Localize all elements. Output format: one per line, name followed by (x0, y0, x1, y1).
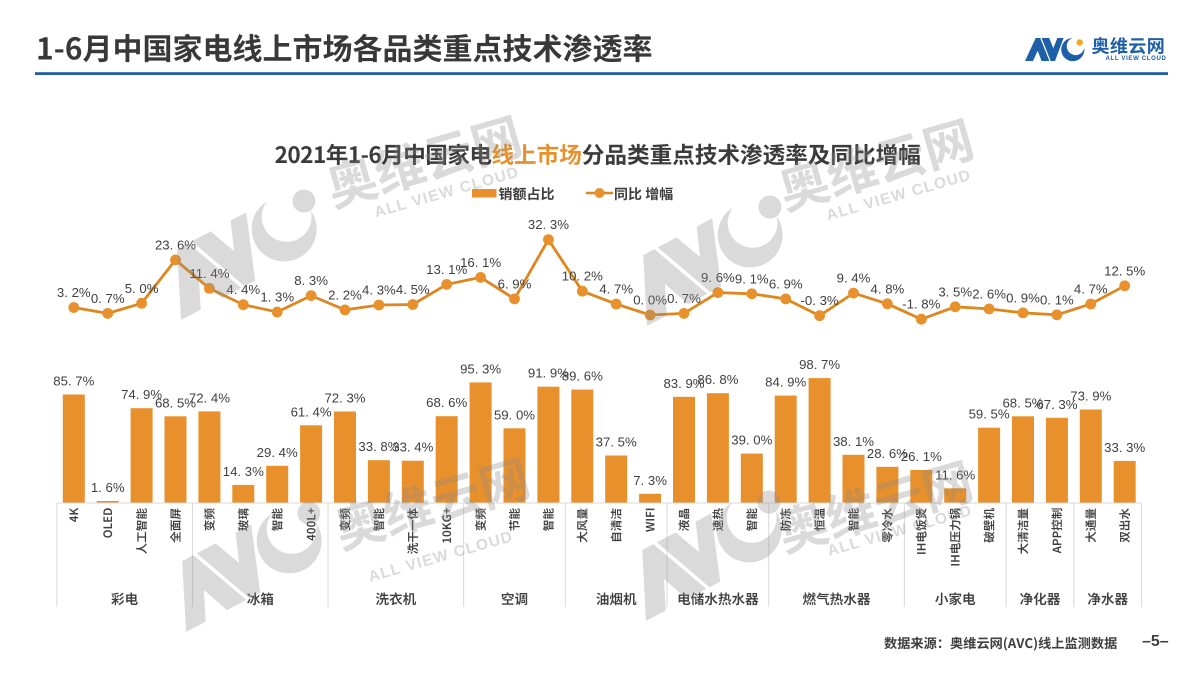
svg-text:0. 9%: 0. 9% (1006, 290, 1040, 305)
svg-text:29. 4%: 29. 4% (257, 445, 298, 460)
svg-text:10. 2%: 10. 2% (562, 269, 603, 284)
svg-text:68. 5%: 68. 5% (1002, 395, 1043, 410)
svg-text:98. 7%: 98. 7% (799, 357, 840, 372)
svg-text:33. 3%: 33. 3% (1104, 440, 1145, 455)
svg-text:83. 9%: 83. 9% (663, 376, 704, 391)
svg-text:3. 5%: 3. 5% (938, 284, 972, 299)
svg-text:59. 0%: 59. 0% (494, 407, 535, 422)
svg-text:-1. 8%: -1. 8% (902, 297, 940, 312)
svg-text:5. 0%: 5. 0% (125, 281, 159, 296)
svg-text:7. 3%: 7. 3% (633, 473, 667, 488)
svg-text:68. 5%: 68. 5% (155, 395, 196, 410)
svg-text:9. 4%: 9. 4% (837, 271, 871, 286)
svg-text:37. 5%: 37. 5% (596, 435, 637, 450)
svg-text:ALL VIEW CLOUD: ALL VIEW CLOUD (1106, 55, 1167, 62)
svg-text:1. 6%: 1. 6% (91, 480, 125, 495)
svg-text:91. 9%: 91. 9% (528, 366, 569, 381)
svg-text:4. 7%: 4. 7% (1074, 282, 1108, 297)
svg-text:0. 7%: 0. 7% (91, 291, 125, 306)
svg-text:0. 0%: 0. 0% (633, 293, 667, 308)
svg-text:67. 3%: 67. 3% (1036, 397, 1077, 412)
svg-text:89. 6%: 89. 6% (562, 369, 603, 384)
svg-text:3. 2%: 3. 2% (57, 285, 91, 300)
svg-text:26. 1%: 26. 1% (901, 449, 942, 464)
svg-text:95. 3%: 95. 3% (460, 361, 501, 376)
svg-text:23. 6%: 23. 6% (155, 237, 196, 252)
svg-text:11. 4%: 11. 4% (189, 266, 229, 281)
svg-text:4. 5%: 4. 5% (396, 282, 430, 297)
svg-text:85. 7%: 85. 7% (53, 374, 94, 389)
svg-text:28. 6%: 28. 6% (867, 446, 908, 461)
svg-text:4. 4%: 4. 4% (226, 282, 260, 297)
svg-text:2. 6%: 2. 6% (972, 286, 1006, 301)
svg-text:68. 6%: 68. 6% (426, 395, 467, 410)
svg-text:14. 3%: 14. 3% (223, 464, 264, 479)
svg-text:9. 1%: 9. 1% (735, 271, 769, 286)
svg-text:38. 1%: 38. 1% (833, 434, 874, 449)
svg-text:13. 1%: 13. 1% (426, 262, 467, 277)
svg-text:39. 0%: 39. 0% (731, 433, 772, 448)
svg-text:-0. 3%: -0. 3% (801, 293, 839, 308)
svg-text:33. 4%: 33. 4% (392, 440, 433, 455)
svg-text:0. 1%: 0. 1% (1040, 292, 1074, 307)
svg-text:–5–: –5– (1142, 633, 1169, 650)
svg-text:72. 3%: 72. 3% (324, 391, 365, 406)
svg-text:33. 8%: 33. 8% (358, 439, 399, 454)
svg-text:59. 5%: 59. 5% (969, 407, 1010, 422)
svg-text:ALL VIEW CLOUD: ALL VIEW CLOUD (366, 528, 515, 586)
svg-text:0. 7%: 0. 7% (667, 291, 701, 306)
svg-text:4. 7%: 4. 7% (599, 282, 633, 297)
svg-text:6. 9%: 6. 9% (769, 276, 803, 291)
svg-text:61. 4%: 61. 4% (291, 404, 332, 419)
svg-text:2. 2%: 2. 2% (328, 287, 362, 302)
svg-text:12. 5%: 12. 5% (1104, 263, 1145, 278)
svg-text:4. 8%: 4. 8% (871, 281, 905, 296)
svg-text:16. 1%: 16. 1% (460, 255, 501, 270)
svg-text:9. 6%: 9. 6% (701, 270, 735, 285)
svg-text:72. 4%: 72. 4% (189, 390, 230, 405)
svg-text:84. 9%: 84. 9% (765, 375, 806, 390)
svg-text:86. 8%: 86. 8% (697, 372, 738, 387)
svg-text:4. 3%: 4. 3% (362, 283, 396, 298)
svg-text:32. 3%: 32. 3% (528, 217, 569, 232)
svg-text:74. 9%: 74. 9% (121, 387, 162, 402)
svg-text:8. 3%: 8. 3% (294, 273, 328, 288)
svg-text:73. 9%: 73. 9% (1070, 389, 1111, 404)
svg-text:1. 3%: 1. 3% (260, 290, 294, 305)
svg-text:6. 9%: 6. 9% (498, 276, 532, 291)
